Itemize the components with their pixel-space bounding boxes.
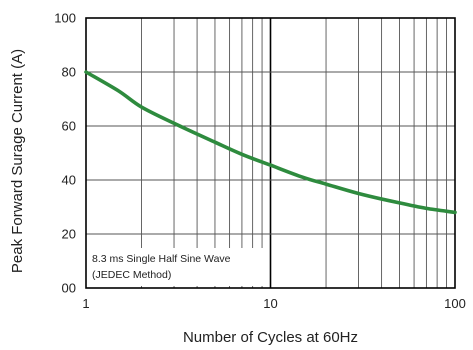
series-layer <box>84 70 457 215</box>
y-tick-label: 40 <box>62 173 76 188</box>
annotation-line-2: (JEDEC Method) <box>92 269 171 281</box>
y-tick-label: 100 <box>54 11 76 26</box>
y-tick-label: 80 <box>62 65 76 80</box>
x-tick-label: 100 <box>444 296 466 311</box>
surge-current-curve <box>84 70 457 215</box>
y-tick-label: 60 <box>62 119 76 134</box>
chart-grid <box>86 18 455 288</box>
plot-frame <box>85 17 456 289</box>
y-tick-label: 20 <box>62 227 76 242</box>
x-tick-label: 10 <box>263 296 277 311</box>
x-tick-label: 1 <box>82 296 89 311</box>
tick-labels: 00 20 40 60 80 100 1 10 100 <box>54 11 466 312</box>
annotation-box <box>88 248 264 286</box>
y-tick-label: 00 <box>62 281 76 296</box>
annotation-line-1: 8.3 ms Single Half Sine Wave <box>92 253 231 265</box>
y-axis-title: Peak Forward Surage Current (A) <box>9 49 26 273</box>
x-axis-title: Number of Cycles at 60Hz <box>183 329 358 346</box>
